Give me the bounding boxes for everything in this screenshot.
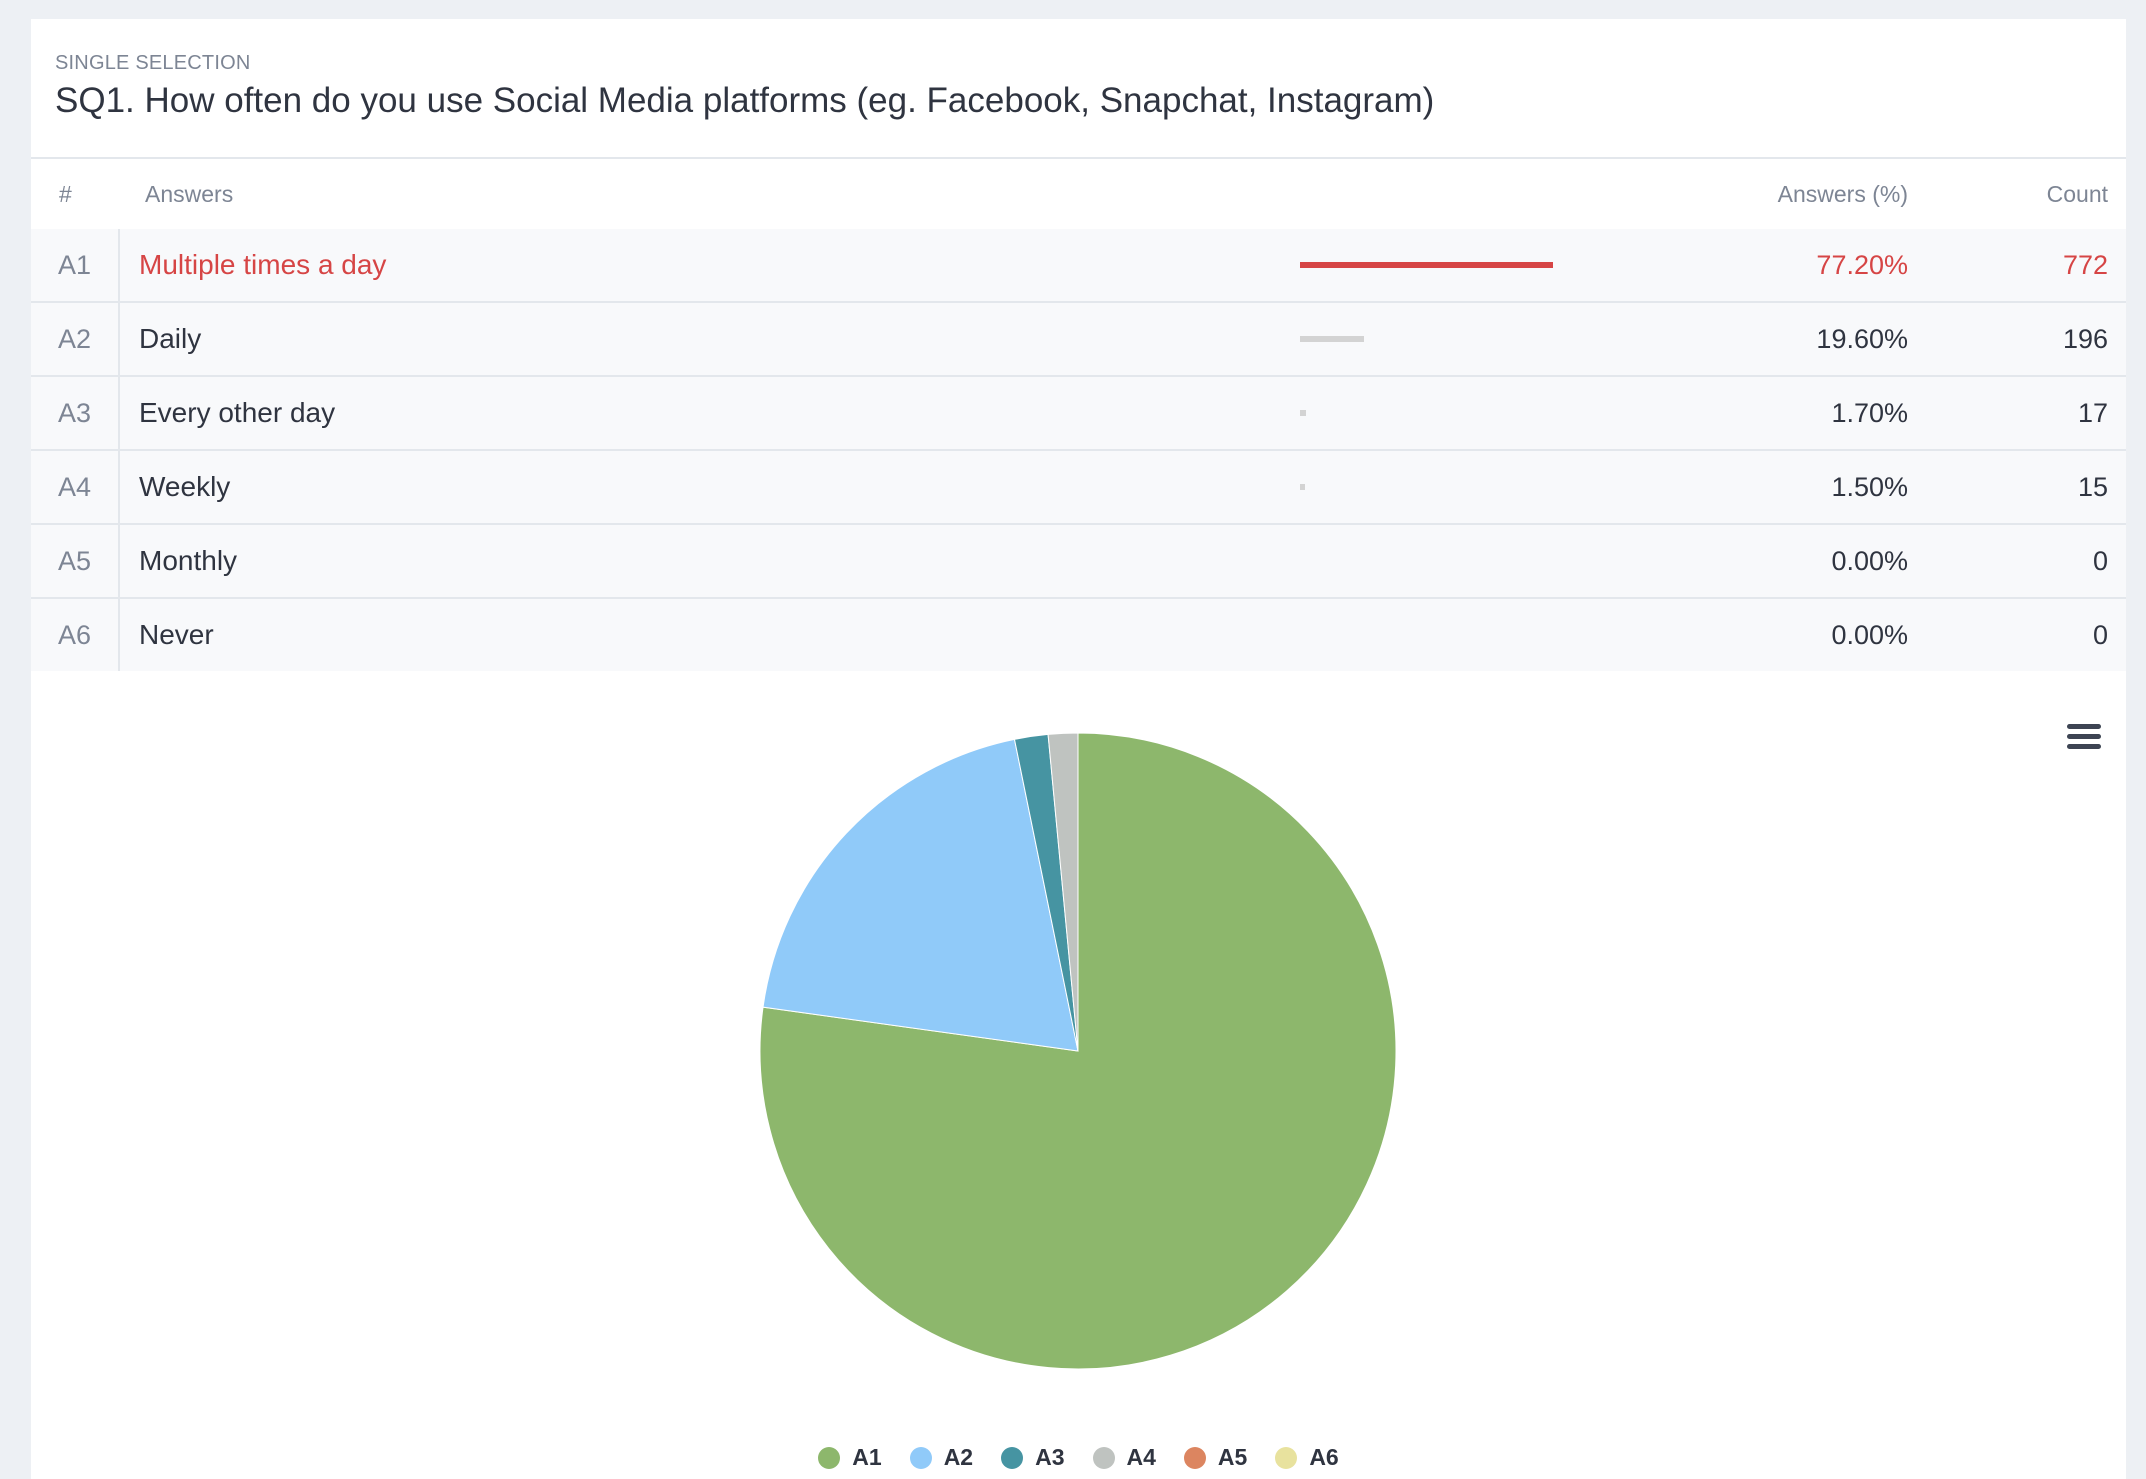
legend-marker	[1092, 1446, 1115, 1469]
legend-label: A6	[1309, 1444, 1339, 1470]
legend-item-A1[interactable]: A1	[818, 1444, 882, 1471]
legend-label: A3	[1035, 1444, 1065, 1470]
menu-line	[2067, 744, 2101, 749]
answer-count: 17	[2077, 398, 2108, 428]
answer-code: A1	[31, 229, 120, 301]
answer-code: A6	[31, 599, 120, 671]
question-type: SINGLE SELECTION	[55, 52, 251, 74]
question-card: SINGLE SELECTION SQ1. How often do you u…	[31, 19, 2126, 1479]
answer-count: 0	[2092, 620, 2108, 650]
answer-label: Every other day	[139, 397, 336, 428]
legend-label: A5	[1217, 1444, 1248, 1470]
table-row: A1 Multiple times a day 77.20% 772	[31, 229, 2126, 303]
answer-pct: 77.20%	[1816, 250, 1908, 280]
pie-chart	[759, 732, 1397, 1370]
legend-item-A3[interactable]: A3	[1001, 1444, 1065, 1471]
answer-label: Never	[139, 619, 214, 650]
legend-marker	[1183, 1446, 1206, 1469]
answer-label: Daily	[139, 323, 202, 354]
answer-bar	[1300, 336, 1365, 342]
header-pct: Answers (%)	[1777, 181, 1908, 207]
hamburger-menu-icon	[2067, 724, 2101, 729]
answer-pct: 0.00%	[1831, 620, 1908, 650]
answers-table: A1 Multiple times a day 77.20% 772 A2 Dai…	[31, 229, 2126, 671]
legend-item-A4[interactable]: A4	[1092, 1444, 1156, 1471]
answer-pct: 1.50%	[1831, 472, 1908, 502]
answer-count: 0	[2092, 546, 2108, 576]
chart-legend: A1 A2 A3 A4 A5 A6	[31, 1444, 2126, 1471]
chart-menu-button[interactable]	[2067, 724, 2101, 750]
answer-count: 196	[2062, 324, 2108, 354]
answer-label: Multiple times a day	[139, 249, 387, 280]
legend-marker	[1275, 1446, 1298, 1469]
table-row: A3 Every other day 1.70% 17	[31, 377, 2126, 451]
answer-code: A4	[31, 451, 120, 523]
answer-code: A5	[31, 525, 120, 597]
answer-pct: 19.60%	[1816, 324, 1908, 354]
answer-code: A2	[31, 303, 120, 375]
answer-code: A3	[31, 377, 120, 449]
legend-label: A2	[943, 1444, 974, 1470]
menu-line	[2067, 734, 2101, 739]
pie-slice-A4[interactable]	[1047, 732, 1079, 1052]
header-num: #	[59, 181, 72, 207]
legend-item-A6[interactable]: A6	[1275, 1444, 1339, 1471]
question-title: SQ1. How often do you use Social Media p…	[55, 81, 1435, 120]
table-row: A2 Daily 19.60% 196	[31, 303, 2126, 377]
pie-slice-A2[interactable]	[762, 738, 1079, 1052]
legend-marker	[909, 1446, 932, 1469]
answer-label: Weekly	[139, 471, 231, 502]
answer-label: Monthly	[139, 545, 238, 576]
table-row: A4 Weekly 1.50% 15	[31, 451, 2126, 525]
answer-bar	[1300, 262, 1554, 268]
legend-item-A2[interactable]: A2	[909, 1444, 974, 1471]
legend-item-A5[interactable]: A5	[1183, 1444, 1248, 1471]
legend-marker	[1001, 1446, 1024, 1469]
header-answers: Answers	[145, 181, 234, 207]
answer-pct: 1.70%	[1831, 398, 1908, 428]
legend-marker	[818, 1446, 841, 1469]
legend-label: A1	[852, 1444, 882, 1470]
answer-count: 772	[2062, 250, 2108, 280]
answer-bar	[1300, 410, 1306, 416]
answer-bar	[1300, 484, 1305, 490]
pie-slice-A1[interactable]	[759, 732, 1397, 1370]
legend-label: A4	[1126, 1444, 1156, 1470]
answer-count: 15	[2077, 472, 2108, 502]
answer-pct: 0.00%	[1831, 546, 1908, 576]
table-row: A5 Monthly 0.00% 0	[31, 525, 2126, 599]
table-row: A6 Never 0.00% 0	[31, 599, 2126, 671]
header-count: Count	[2046, 181, 2108, 207]
